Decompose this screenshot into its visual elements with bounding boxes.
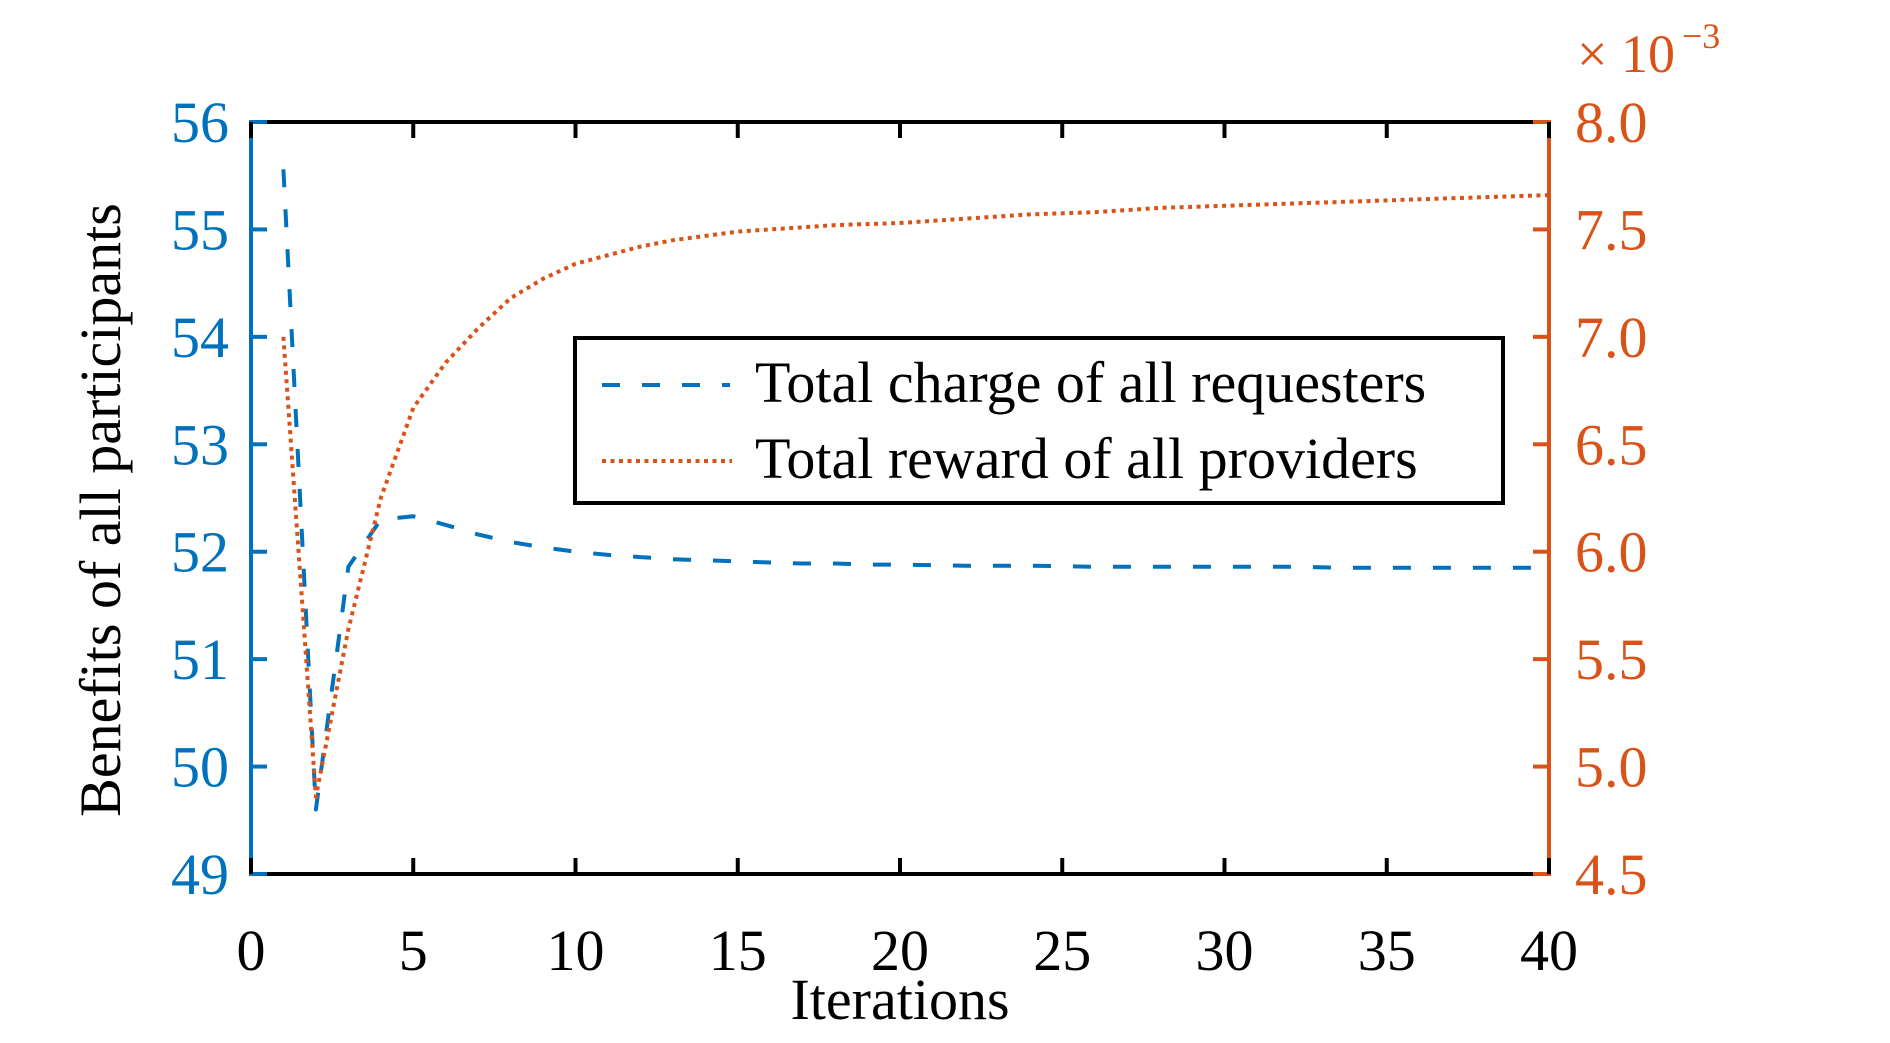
y2-exponent-label: × 10 −3 bbox=[1577, 16, 1720, 84]
left-tick-label: 56 bbox=[171, 90, 229, 155]
left-tick-label: 55 bbox=[171, 197, 229, 262]
right-y-axis-ticks: 4.5 5.0 5.5 6.0 6.5 7.0 7.5 8.0 bbox=[1533, 90, 1648, 907]
x-tick-label: 0 bbox=[237, 918, 266, 983]
right-tick-label: 5.5 bbox=[1575, 627, 1648, 692]
right-tick-label: 7.5 bbox=[1575, 197, 1648, 262]
left-tick-label: 49 bbox=[171, 842, 229, 907]
legend: Total charge of all requesters Total rew… bbox=[573, 336, 1505, 505]
legend-box bbox=[573, 336, 1505, 505]
series-line-0 bbox=[281, 169, 1549, 812]
x-tick-label: 35 bbox=[1358, 918, 1416, 983]
x-tick-label: 20 bbox=[871, 918, 929, 983]
x-tick-label: 15 bbox=[709, 918, 767, 983]
y-axis-label: Benefits of all participants bbox=[68, 203, 133, 817]
left-tick-label: 54 bbox=[171, 305, 229, 370]
x-tick-label: 25 bbox=[1033, 918, 1091, 983]
x-axis-ticks: 0 5 10 15 20 25 30 35 40 bbox=[237, 122, 1578, 983]
x-tick-label: 30 bbox=[1196, 918, 1254, 983]
right-tick-label: 5.0 bbox=[1575, 735, 1648, 800]
x-axis-label: Iterations bbox=[790, 967, 1009, 1032]
y2-exponent: −3 bbox=[1682, 16, 1720, 56]
legend-item-providers: Total reward of all providers bbox=[755, 426, 1418, 491]
plot-lines bbox=[281, 169, 1550, 812]
right-tick-label: 8.0 bbox=[1575, 90, 1648, 155]
left-tick-label: 50 bbox=[171, 735, 229, 800]
right-tick-label: 4.5 bbox=[1575, 842, 1648, 907]
left-y-axis-ticks: 49 50 51 52 53 54 55 56 bbox=[171, 90, 267, 907]
y2-multiplier: × 10 bbox=[1577, 24, 1675, 84]
right-tick-label: 6.0 bbox=[1575, 520, 1648, 585]
right-tick-label: 7.0 bbox=[1575, 305, 1648, 370]
left-tick-label: 53 bbox=[171, 412, 229, 477]
x-tick-label: 5 bbox=[399, 918, 428, 983]
left-tick-label: 51 bbox=[171, 627, 229, 692]
legend-item-requesters: Total charge of all requesters bbox=[755, 350, 1426, 415]
x-tick-label: 40 bbox=[1520, 918, 1578, 983]
right-tick-label: 6.5 bbox=[1575, 412, 1648, 477]
x-tick-label: 10 bbox=[547, 918, 605, 983]
left-tick-label: 52 bbox=[171, 520, 229, 585]
